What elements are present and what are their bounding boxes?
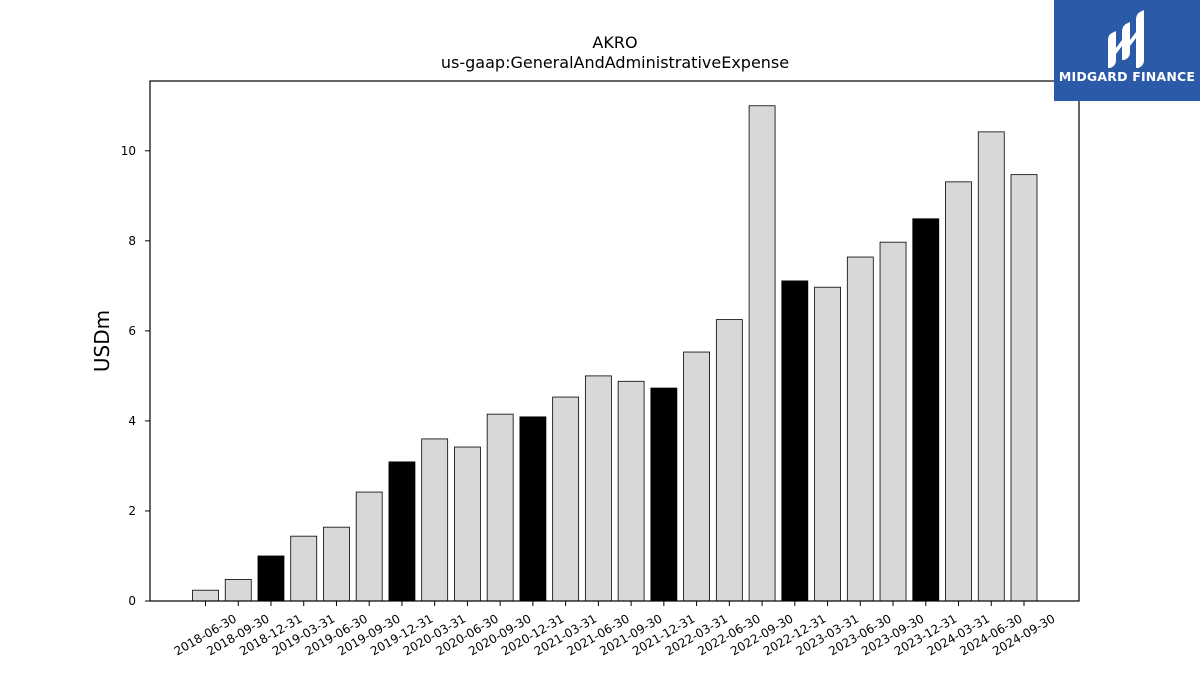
bars-group [192, 105, 1038, 602]
bar-2024-06-30 [977, 131, 1005, 602]
bar-2023-12-31 [912, 218, 940, 602]
bar-2020-12-31 [519, 416, 547, 602]
bar-2019-06-30 [323, 526, 350, 602]
y-tick-label: 8 [128, 234, 136, 248]
bar-2022-03-31 [683, 351, 710, 602]
bar-2019-03-31 [290, 535, 318, 602]
bar-2018-09-30 [224, 578, 252, 602]
bar-2024-09-30 [1010, 174, 1038, 602]
bar-2022-06-30 [715, 319, 743, 602]
y-tick-label: 4 [128, 414, 136, 428]
bar-2018-12-31 [257, 555, 285, 602]
bar-2018-06-30 [192, 589, 219, 602]
bar-2021-09-30 [617, 380, 645, 602]
bar-2024-03-31 [945, 181, 972, 602]
y-axis-label: USDm [90, 310, 114, 372]
bar-2021-03-31 [552, 396, 580, 602]
bar-2022-09-30 [748, 105, 776, 602]
y-tick-label: 2 [128, 504, 136, 518]
y-ticks-group: 0 2 4 6 8 10 [121, 144, 150, 608]
bar-2022-12-31 [781, 280, 809, 602]
bar-2020-03-31 [421, 438, 449, 602]
logo-text: MIDGARD FINANCE [1058, 69, 1196, 84]
bar-2019-12-31 [388, 461, 416, 602]
bar-2023-03-31 [814, 286, 841, 602]
y-tick-label: 6 [128, 324, 136, 338]
bar-2019-09-30 [355, 491, 383, 602]
chart-title: AKRO [592, 33, 637, 52]
x-ticks-group: 2018-06-302018-09-302018-12-312019-03-31… [172, 601, 1058, 658]
bar-2023-09-30 [879, 241, 907, 602]
plot-frame [149, 80, 1080, 602]
bar-2020-09-30 [486, 413, 514, 602]
bar-2021-12-31 [650, 387, 678, 602]
bar-2021-06-30 [584, 375, 612, 602]
midgard-finance-logo: MIDGARD FINANCE [1054, 0, 1200, 101]
midgard-logo-mark-icon [1108, 10, 1144, 68]
bar-2020-06-30 [454, 446, 481, 602]
y-tick-label: 10 [121, 144, 136, 158]
bar-2023-06-30 [846, 256, 874, 602]
chart-subtitle: us-gaap:GeneralAndAdministrativeExpense [441, 53, 789, 72]
y-tick-label: 0 [128, 594, 136, 608]
